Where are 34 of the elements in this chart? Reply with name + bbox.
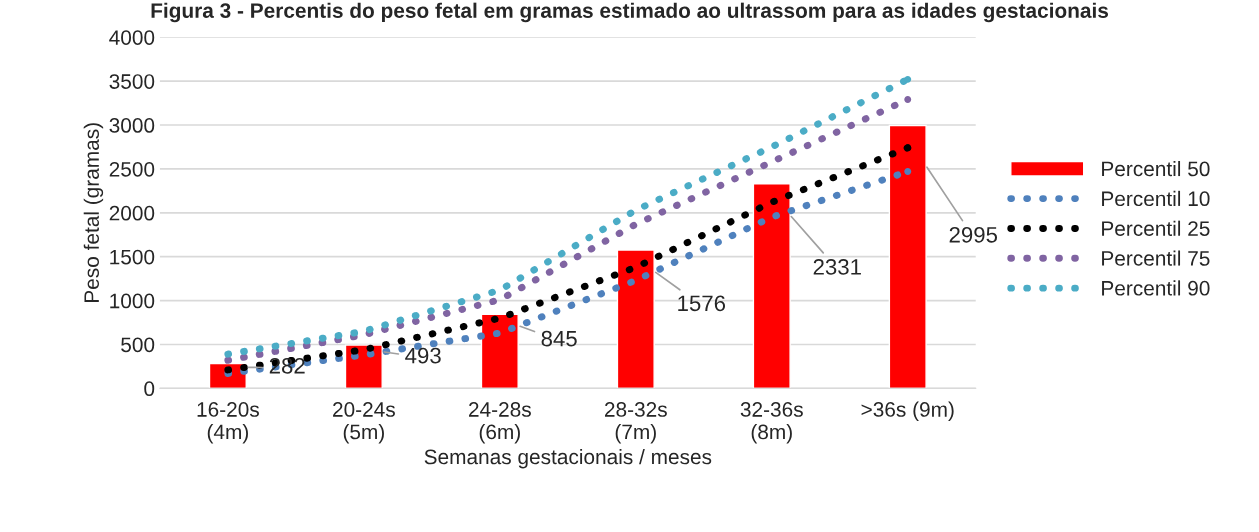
x-tick-label: 20-24s (5m) (333, 402, 395, 444)
legend-label: Percentil 50 (1102, 160, 1210, 177)
x-tick-label: 16-20s (4m) (197, 402, 259, 444)
legend-label: Percentil 90 (1102, 280, 1210, 296)
legend-label: Percentil 25 (1102, 220, 1210, 236)
y-tick-label: 0 (144, 381, 155, 397)
x-axis-title: Semanas gestacionais / meses (424, 448, 712, 469)
data-label: 493 (405, 347, 441, 364)
y-tick-label: 2500 (109, 161, 155, 177)
y-tick-label: 1500 (110, 249, 155, 265)
legend-label: Percentil 75 (1102, 250, 1210, 266)
bar (616, 249, 655, 389)
y-tick-label: 1000 (110, 293, 155, 309)
data-label: 2331 (813, 259, 861, 275)
y-tick-label: 2000 (109, 205, 155, 221)
data-label: 282 (269, 357, 305, 374)
x-tick-label: 28-32s (7m) (605, 402, 667, 444)
x-tick-label: 24-28s (6m) (469, 402, 531, 444)
y-tick-label: 500 (121, 337, 155, 353)
bar (344, 344, 383, 389)
data-label: 2995 (949, 226, 998, 243)
bar (888, 124, 927, 389)
x-tick-label: 32-36s (8m) (740, 402, 803, 444)
data-label: 1576 (678, 295, 726, 312)
y-axis-title: Peso fetal (gramas) (83, 123, 104, 302)
legend-label: Percentil 10 (1102, 190, 1210, 207)
x-tick-label: >36s (9m) (861, 401, 954, 421)
bar (480, 313, 519, 389)
y-tick-label: 3500 (109, 74, 155, 89)
y-tick-label: 3000 (109, 118, 155, 133)
data-label: 845 (541, 330, 577, 347)
y-tick-label: 4000 (109, 30, 155, 45)
chart-title: Figura 3 - Percentis do peso fetal em gramas estimado ao ultrassom para as idades gestacionais (151, 2, 1109, 23)
bar (752, 183, 791, 389)
